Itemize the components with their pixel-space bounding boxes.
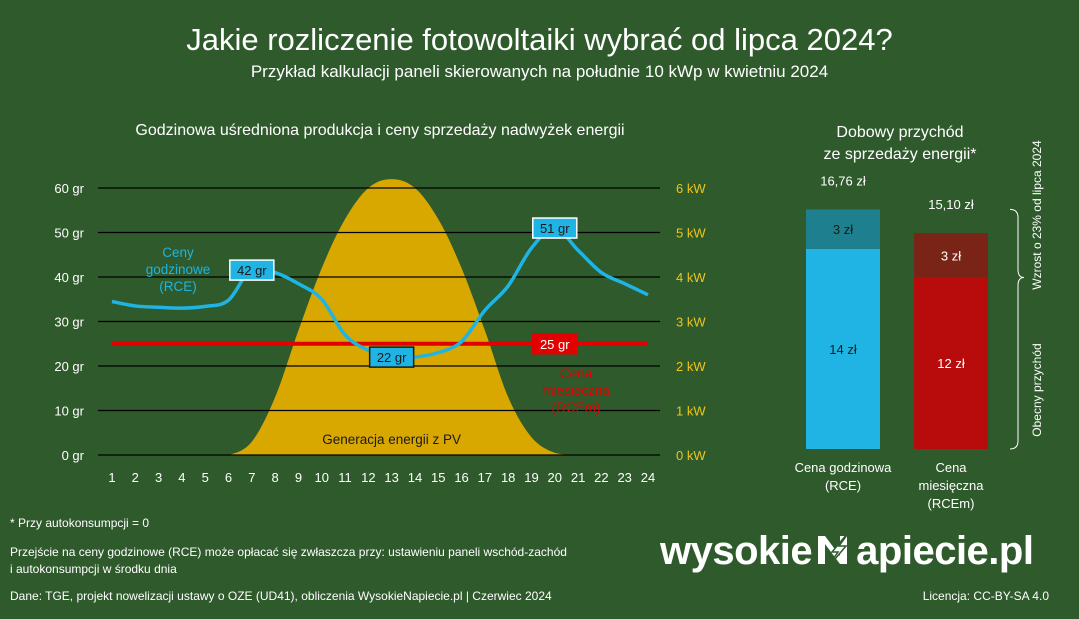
rce-local-label-box — [229, 259, 275, 281]
rcem-series-label: (RCEm) — [552, 400, 601, 415]
current-rotated-label: Obecny przychód — [1030, 343, 1044, 436]
y-left-tick-label: 60 gr — [54, 181, 84, 196]
x-tick-label: 6 — [225, 470, 232, 485]
logo-text-left: wysokie — [660, 529, 813, 573]
bar-category-label: Cena — [935, 460, 967, 475]
x-tick-label: 22 — [594, 470, 608, 485]
bar-base-segment — [806, 248, 880, 449]
rcem-value-label: 25 gr — [540, 337, 570, 352]
rce-min-label: 22 gr — [377, 350, 407, 365]
x-tick-label: 9 — [295, 470, 302, 485]
bar-base-label: 12 zł — [937, 356, 965, 371]
y-right-tick-label: 5 kW — [676, 226, 706, 241]
bar-category-label: (RCE) — [825, 478, 861, 493]
bar-top-segment — [806, 209, 880, 249]
x-tick-label: 5 — [202, 470, 209, 485]
rce-series-label: godzinowe — [146, 262, 211, 277]
line-chart: 0 gr 10 gr 20 gr 30 gr 40 gr 50 gr 60 gr 0 kW 1 … — [54, 179, 706, 485]
rcem-value-label-box — [532, 333, 578, 355]
y-left-tick-label: 40 gr — [54, 270, 84, 285]
source-note: Dane: TGE, projekt nowelizacji ustawy o … — [10, 589, 552, 603]
rce-series-label: Ceny — [162, 245, 194, 260]
x-tick-label: 10 — [315, 470, 329, 485]
footnote-line-2: i autokonsumpcji w środku dnia — [10, 562, 177, 576]
x-tick-label: 19 — [524, 470, 538, 485]
bar-top-segment — [914, 233, 988, 278]
x-tick-label: 15 — [431, 470, 445, 485]
bar-top-label: 3 zł — [941, 248, 961, 263]
x-tick-label: 7 — [248, 470, 255, 485]
x-tick-label: 16 — [454, 470, 468, 485]
bar-total-label: 15,10 zł — [928, 197, 974, 212]
footnote-line-1: Przejście na ceny godzinowe (RCE) może o… — [10, 545, 567, 559]
page-subtitle: Przykład kalkulacji paneli skierowanych … — [250, 62, 829, 81]
bar-category-label: Cena godzinowa — [795, 460, 893, 475]
license-note: Licencja: CC-BY-SA 4.0 — [922, 589, 1049, 603]
x-tick-label: 14 — [408, 470, 422, 485]
y-right-tick-label: 6 kW — [676, 181, 706, 196]
bar-chart-title-line-1: Dobowy przychód — [836, 124, 964, 141]
x-tick-label: 11 — [338, 470, 352, 485]
logo-text-right: apiecie.pl — [856, 529, 1034, 573]
x-tick-label: 4 — [178, 470, 185, 485]
x-tick-label: 1 — [108, 470, 115, 485]
y-right-tick-label: 2 kW — [676, 359, 706, 374]
x-tick-label: 12 — [361, 470, 375, 485]
bar-category-label: miesięczna — [918, 478, 984, 493]
page-title: Jakie rozliczenie fotowoltaiki wybrać od… — [186, 22, 893, 57]
rce-min-label-box — [368, 346, 415, 368]
increase-rotated-label: Wzrost o 23% od lipca 2024 — [1030, 140, 1044, 290]
x-tick-label: 23 — [617, 470, 631, 485]
bar-category-label: (RCEm) — [928, 496, 975, 511]
bracket-increase — [1009, 208, 1025, 278]
y-left-tick-label: 0 gr — [62, 448, 85, 463]
brand-logo[interactable]: wysokie apiecie.pl — [660, 528, 1034, 574]
y-right-tick-label: 1 kW — [676, 404, 706, 419]
pv-generation-area — [112, 179, 648, 455]
bar-base-label: 14 zł — [829, 342, 857, 357]
bar-total-label: 16,76 zł — [820, 173, 866, 188]
footnote-autoconsumption: * Przy autokonsumpcji = 0 — [10, 516, 150, 530]
x-tick-label: 3 — [155, 470, 162, 485]
x-tick-label: 20 — [548, 470, 562, 485]
x-tick-label: 18 — [501, 470, 515, 485]
y-left-tick-label: 10 gr — [54, 404, 84, 419]
bar-base-segment — [914, 277, 988, 449]
y-right-tick-label: 4 kW — [676, 270, 706, 285]
rce-max-label-box — [532, 217, 578, 239]
rcem-series-label: miesięczna — [542, 383, 610, 398]
bar-top-label: 3 zł — [833, 222, 853, 237]
x-tick-label: 13 — [384, 470, 398, 485]
x-tick-label: 21 — [571, 470, 585, 485]
rcem-series-label: Cena — [560, 366, 593, 381]
x-tick-label: 2 — [132, 470, 139, 485]
bracket-current — [1009, 276, 1025, 450]
y-left-tick-label: 20 gr — [54, 359, 84, 374]
pv-series-label: Generacja energii z PV — [322, 432, 461, 447]
bar-chart-title: Dobowy przychód ze sprzedaży energii* — [770, 122, 1030, 166]
x-tick-label: 17 — [478, 470, 492, 485]
rce-max-label: 51 gr — [540, 221, 570, 236]
y-right-tick-label: 3 kW — [676, 315, 706, 330]
y-left-tick-label: 50 gr — [54, 226, 84, 241]
rce-series-label: (RCE) — [159, 279, 197, 294]
y-right-tick-label: 0 kW — [676, 448, 706, 463]
y-left-tick-label: 30 gr — [54, 315, 84, 330]
bar-chart-title-line-2: ze sprzedaży energii* — [823, 146, 977, 163]
line-chart-title: Godzinowa uśredniona produkcja i ceny sp… — [135, 122, 625, 139]
lightning-n-icon — [818, 528, 853, 570]
rce-local-label: 42 gr — [237, 263, 267, 278]
bar-chart: 14 zł 3 zł 16,76 zł Cena godzinowa (RCE) 12 z… — [795, 140, 1044, 511]
x-tick-label: 24 — [641, 470, 655, 485]
x-tick-label: 8 — [272, 470, 279, 485]
